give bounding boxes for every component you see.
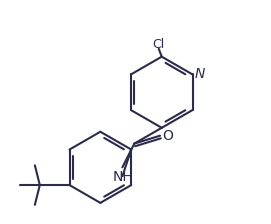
Text: N: N xyxy=(194,67,205,82)
Text: NH: NH xyxy=(113,170,134,184)
Text: O: O xyxy=(163,129,173,143)
Text: Cl: Cl xyxy=(153,38,165,51)
